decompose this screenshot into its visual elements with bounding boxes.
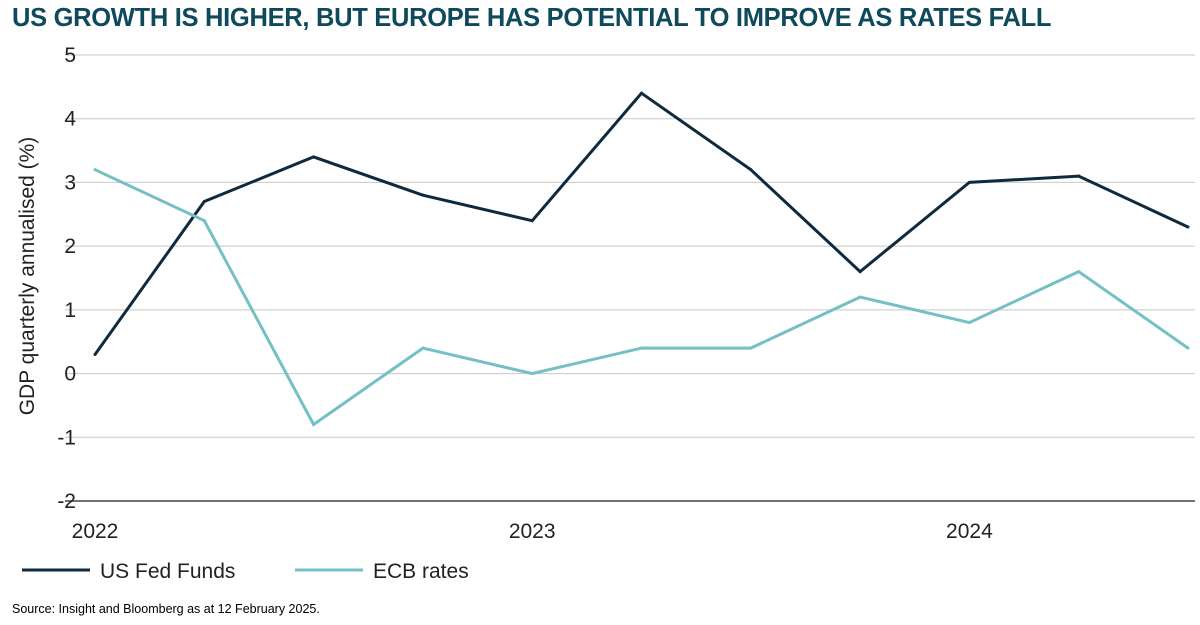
y-tick-label: 4 — [64, 108, 76, 131]
y-tick-label: 0 — [64, 363, 76, 386]
y-tick-label: 2 — [64, 235, 76, 258]
y-tick-label: 5 — [64, 44, 76, 67]
data-point — [202, 200, 206, 204]
y-tick-label: -1 — [57, 426, 76, 449]
data-point — [1077, 270, 1081, 274]
data-point — [967, 321, 971, 325]
data-point — [640, 346, 643, 350]
x-tick-label: 2022 — [72, 520, 119, 543]
data-point — [530, 372, 534, 376]
data-point — [967, 180, 971, 184]
x-tick-label: 2024 — [946, 520, 993, 543]
data-point — [312, 423, 316, 427]
data-point — [858, 270, 862, 274]
data-point — [312, 155, 316, 159]
data-point — [1186, 346, 1190, 350]
data-point — [530, 219, 534, 223]
data-point — [858, 295, 862, 299]
data-point — [421, 346, 425, 350]
y-tick-label: 1 — [64, 299, 76, 322]
legend-label: ECB rates — [373, 560, 469, 583]
legend-label: US Fed Funds — [100, 560, 235, 583]
data-point — [749, 346, 753, 350]
y-tick-labels: 5 4 3 2 1 0 -1 -2 — [57, 44, 76, 513]
data-point — [93, 168, 97, 172]
chart-title: US GROWTH IS HIGHER, BUT EUROPE HAS POTE… — [12, 4, 1052, 32]
legend: US Fed Funds ECB rates — [22, 560, 469, 583]
y-tick-label: 3 — [64, 171, 76, 194]
data-point — [640, 91, 643, 95]
x-tick-label: 2023 — [509, 520, 556, 543]
series-lines — [93, 91, 1190, 427]
data-point — [93, 352, 97, 356]
data-point — [1077, 174, 1081, 178]
series-line-ecb-rates — [94, 168, 1189, 427]
data-point — [749, 168, 753, 172]
y-axis-label: GDP quarterly annualised (%) — [16, 137, 39, 416]
x-tick-labels: 2022 2023 2024 — [72, 520, 993, 543]
legend-item: US Fed Funds — [22, 560, 235, 583]
source-note: Source: Insight and Bloomberg as at 12 F… — [12, 602, 320, 616]
data-point — [202, 219, 206, 223]
legend-item: ECB rates — [295, 560, 469, 583]
series-line-us-fed-funds — [93, 91, 1189, 356]
data-point — [421, 193, 425, 197]
data-point — [1186, 225, 1190, 229]
y-tick-label: -2 — [57, 490, 76, 513]
